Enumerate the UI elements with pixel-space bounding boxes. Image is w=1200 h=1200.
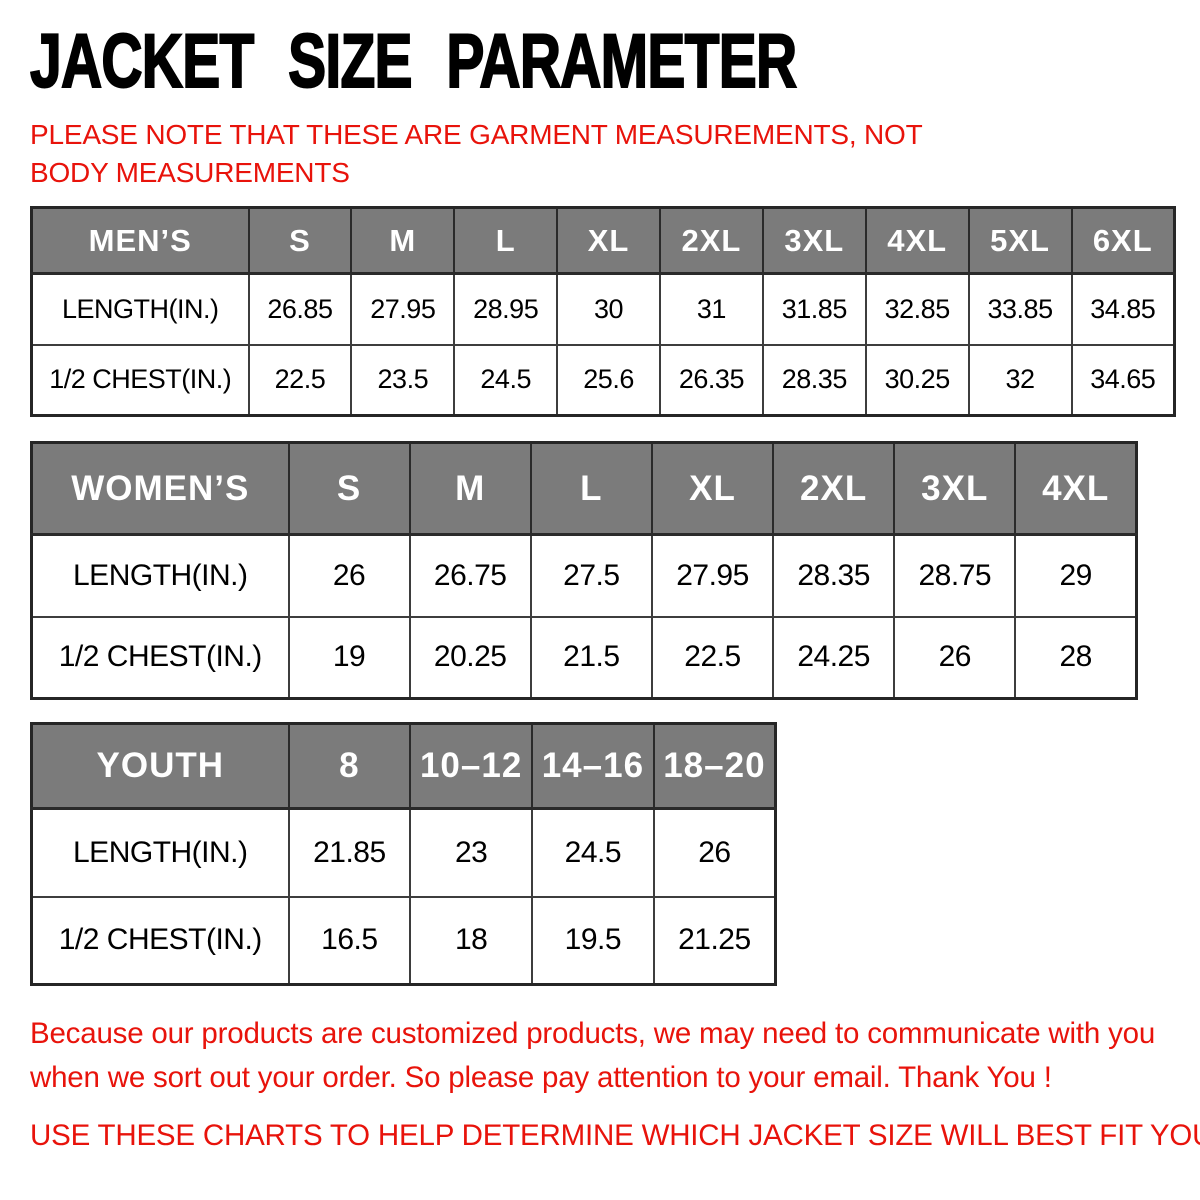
- size-header-s: S: [287, 441, 411, 537]
- measurement-value: 26.85: [247, 272, 353, 346]
- size-header-l: L: [453, 206, 559, 276]
- measurement-value: 18: [409, 895, 533, 986]
- youth-row-length-in: LENGTH(IN.) 21.85 23 24.5 26: [30, 807, 777, 898]
- row-label: LENGTH(IN.): [30, 272, 250, 346]
- measurement-value: 28: [1014, 615, 1138, 700]
- youth-header-row: YOUTH 8 10–12 14–16 18–20: [30, 722, 777, 811]
- row-label: 1/2 CHEST(IN.): [30, 615, 290, 700]
- chart-usage-note: USE THESE CHARTS TO HELP DETERMINE WHICH…: [30, 1118, 1200, 1152]
- womens-row-1-2-chest-in: 1/2 CHEST(IN.) 19 20.25 21.5 22.5 24.25 26 28: [30, 615, 1138, 700]
- measurement-value: 28.35: [772, 533, 896, 618]
- size-header-4xl: 4XL: [864, 206, 970, 276]
- size-header-3xl: 3XL: [893, 441, 1017, 537]
- size-header-8: 8: [287, 722, 412, 811]
- youth-size-table-container: YOUTH 8 10–12 14–16 18–20 LENGTH(IN.) 21.85 23 2…: [30, 722, 1180, 987]
- measurement-value: 32: [967, 343, 1073, 417]
- page-title: JACKET SIZE PARAMETER: [29, 19, 798, 104]
- measurement-value: 26: [652, 807, 777, 898]
- size-header-2xl: 2XL: [659, 206, 764, 276]
- measurement-value: 22.5: [650, 615, 775, 700]
- measurement-value: 21.85: [287, 807, 412, 898]
- womens-header-row: WOMEN’S S M L XL 2XL 3XL 4XL: [30, 441, 1138, 537]
- size-header-5xl: 5XL: [967, 206, 1073, 276]
- size-chart-page: JACKET SIZE PARAMETER PLEASE NOTE THAT T…: [29, 19, 1200, 1152]
- measurement-value: 24.5: [453, 343, 559, 417]
- measurement-value: 24.25: [772, 615, 896, 700]
- mens-row-length-in: LENGTH(IN.) 26.85 27.95 28.95 30 31 31.85 32.85…: [30, 272, 1176, 346]
- measurement-value: 31: [659, 272, 764, 346]
- garment-measurement-note: PLEASE NOTE THAT THESE ARE GARMENT MEASU…: [30, 119, 923, 189]
- womens-size-table-container: WOMEN’S S M L XL 2XL 3XL 4XL LENGTH(IN.) 26 26.75 2…: [30, 441, 1180, 701]
- measurement-value: 25.6: [556, 343, 661, 417]
- measurement-value: 21.5: [529, 615, 653, 700]
- youth-table-title: YOUTH: [30, 722, 290, 811]
- size-header-m: M: [408, 441, 532, 537]
- size-header-10-12: 10–12: [409, 722, 533, 811]
- size-header-18-20: 18–20: [652, 722, 777, 811]
- measurement-value: 20.25: [408, 615, 532, 700]
- measurement-value: 30: [556, 272, 661, 346]
- measurement-value: 29: [1014, 533, 1138, 618]
- measurement-value: 24.5: [531, 807, 655, 898]
- measurement-value: 32.85: [864, 272, 970, 346]
- customization-communication-note: Because our products are customized prod…: [30, 1017, 1156, 1095]
- measurement-value: 34.65: [1070, 343, 1176, 417]
- womens-table-title: WOMEN’S: [30, 441, 290, 537]
- mens-size-table-container: MEN’S S M L XL 2XL 3XL 4XL 5XL 6XL LENGTH(IN.) 26.8…: [30, 206, 1180, 418]
- measurement-value: 23: [409, 807, 533, 898]
- measurement-value: 28.75: [893, 533, 1017, 618]
- size-header-6xl: 6XL: [1070, 206, 1176, 276]
- mens-size-table: MEN’S S M L XL 2XL 3XL 4XL 5XL 6XL LENGTH(IN.) 26.8…: [30, 206, 1176, 418]
- row-label: LENGTH(IN.): [30, 807, 290, 898]
- measurement-value: 26: [893, 615, 1017, 700]
- mens-header-row: MEN’S S M L XL 2XL 3XL 4XL 5XL 6XL: [30, 206, 1176, 276]
- mens-table-title: MEN’S: [30, 206, 250, 276]
- row-label: 1/2 CHEST(IN.): [30, 343, 250, 417]
- size-header-4xl: 4XL: [1014, 441, 1138, 537]
- measurement-value: 30.25: [864, 343, 970, 417]
- measurement-value: 27.95: [350, 272, 456, 346]
- measurement-value: 19.5: [531, 895, 655, 986]
- measurement-value: 27.95: [650, 533, 775, 618]
- mens-row-1-2-chest-in: 1/2 CHEST(IN.) 22.5 23.5 24.5 25.6 26.35 28.35…: [30, 343, 1176, 417]
- measurement-value: 26: [287, 533, 411, 618]
- measurement-value: 23.5: [350, 343, 456, 417]
- row-label: 1/2 CHEST(IN.): [30, 895, 290, 986]
- youth-row-1-2-chest-in: 1/2 CHEST(IN.) 16.5 18 19.5 21.25: [30, 895, 777, 986]
- size-header-2xl: 2XL: [772, 441, 896, 537]
- size-header-l: L: [529, 441, 653, 537]
- size-header-xl: XL: [650, 441, 775, 537]
- youth-size-table: YOUTH 8 10–12 14–16 18–20 LENGTH(IN.) 21.85 23 2…: [30, 722, 777, 987]
- size-header-xl: XL: [556, 206, 661, 276]
- measurement-value: 28.35: [761, 343, 867, 417]
- measurement-value: 19: [287, 615, 411, 700]
- measurement-value: 33.85: [967, 272, 1073, 346]
- size-header-3xl: 3XL: [761, 206, 867, 276]
- womens-row-length-in: LENGTH(IN.) 26 26.75 27.5 27.95 28.35 28.75 29: [30, 533, 1138, 618]
- measurement-value: 26.75: [408, 533, 532, 618]
- womens-size-table: WOMEN’S S M L XL 2XL 3XL 4XL LENGTH(IN.) 26 26.75 2…: [30, 441, 1138, 701]
- row-label: LENGTH(IN.): [30, 533, 290, 618]
- size-header-s: S: [247, 206, 353, 276]
- measurement-value: 28.95: [453, 272, 559, 346]
- measurement-value: 26.35: [659, 343, 764, 417]
- size-header-14-16: 14–16: [531, 722, 655, 811]
- measurement-value: 31.85: [761, 272, 867, 346]
- measurement-value: 21.25: [652, 895, 777, 986]
- measurement-value: 22.5: [247, 343, 353, 417]
- measurement-value: 27.5: [529, 533, 653, 618]
- measurement-value: 16.5: [287, 895, 412, 986]
- size-header-m: M: [350, 206, 456, 276]
- measurement-value: 34.85: [1070, 272, 1176, 346]
